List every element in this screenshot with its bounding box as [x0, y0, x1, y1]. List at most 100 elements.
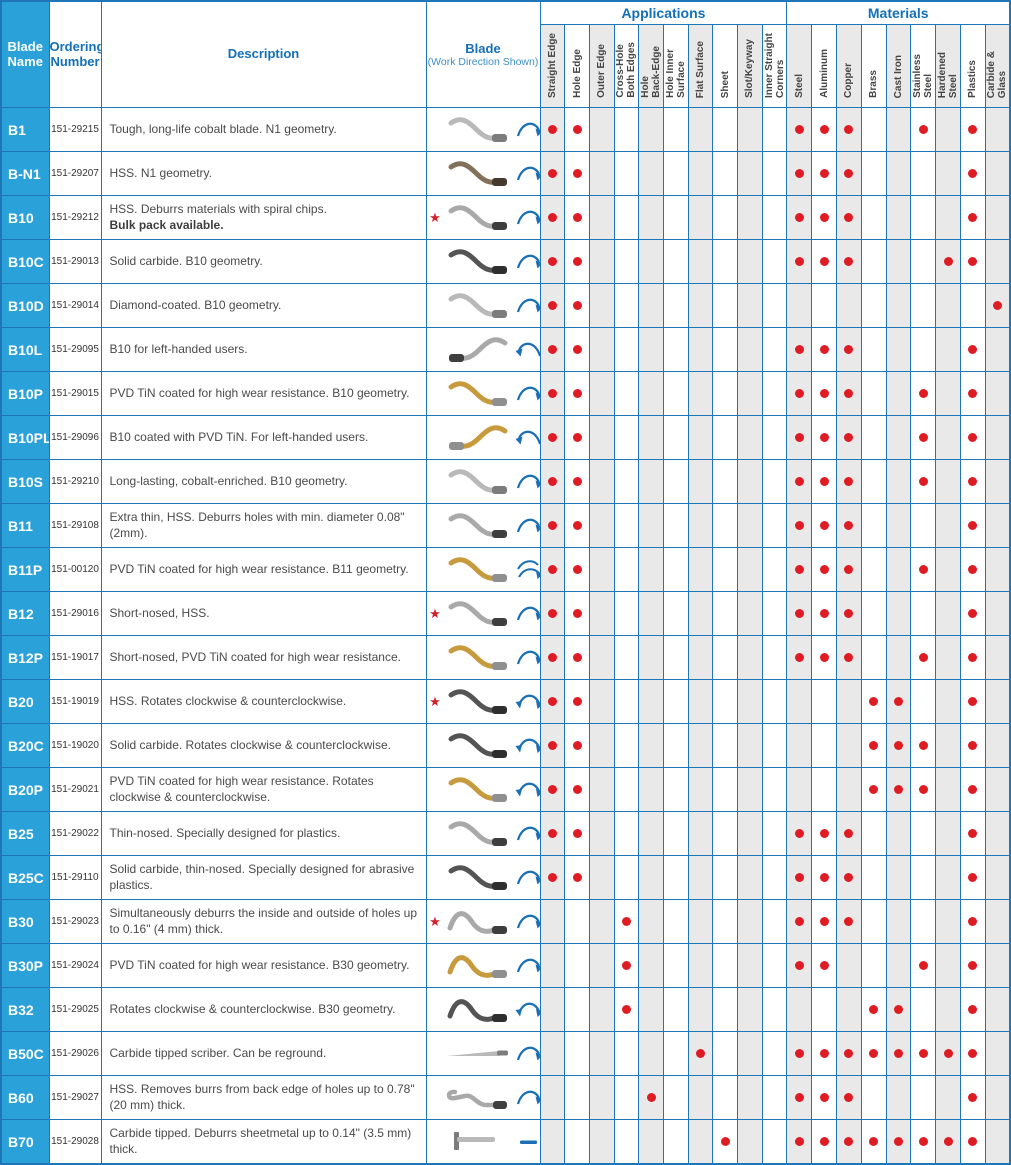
application-cell [539, 371, 566, 416]
application-cell [687, 767, 714, 812]
selection-dot [819, 960, 829, 970]
application-cell [613, 723, 640, 768]
application-cell [761, 723, 788, 768]
blade-photo [448, 512, 507, 538]
ordering-number-cell: 151-29013 [48, 239, 102, 284]
application-cell [761, 415, 788, 460]
application-cell [761, 459, 788, 504]
material-cell [935, 591, 961, 636]
material-cell [885, 855, 912, 900]
material-cell [935, 811, 961, 856]
material-cell [835, 107, 862, 152]
selection-dot [968, 432, 978, 442]
material-cell [910, 151, 937, 196]
table-row: B32 151-29025 Rotates clockwise & counterc… [0, 987, 1011, 1032]
material-cell [860, 679, 887, 724]
selection-dot [918, 476, 928, 486]
col-header-flat-surface: Flat Surface [687, 24, 714, 108]
material-cell [811, 547, 837, 592]
material-cell [959, 327, 986, 372]
selection-dot [547, 828, 557, 838]
blade-photo [448, 820, 507, 846]
ordering-number-cell: 151-29108 [48, 503, 102, 548]
material-cell [860, 547, 887, 592]
vertical-column-label: Brass [868, 70, 880, 98]
application-cell [539, 151, 566, 196]
selection-dot [943, 1048, 953, 1058]
application-cell [761, 371, 788, 416]
selection-dot [621, 1004, 631, 1014]
application-cell [662, 371, 689, 416]
col-header-blade-name: Blade Name [0, 0, 50, 108]
material-cell [984, 415, 1011, 460]
application-cell [638, 283, 664, 328]
material-cell [835, 1075, 862, 1120]
application-cell [613, 679, 640, 724]
material-cell [959, 195, 986, 240]
selection-dot [794, 608, 804, 618]
selection-dot [819, 388, 829, 398]
material-cell [935, 855, 961, 900]
application-cell [613, 1119, 640, 1165]
application-cell [737, 899, 763, 944]
application-cell [761, 283, 788, 328]
col-header-hole-back-edge: Hole Back-Edge [638, 24, 664, 108]
application-cell [564, 1075, 590, 1120]
material-cell [811, 591, 837, 636]
material-cell [860, 107, 887, 152]
description-text: Extra thin, HSS. Deburrs holes with min.… [109, 509, 405, 540]
material-cell [786, 371, 813, 416]
application-cell [588, 899, 615, 944]
description-cell: Diamond-coated. B10 geometry. [100, 283, 427, 328]
material-cell [860, 283, 887, 328]
vertical-column-label: Flat Surface [694, 40, 706, 98]
selection-dot [844, 256, 854, 266]
col-header-hole-inner-surface: Hole Inner Surface [662, 24, 689, 108]
description-text: B10 for left-handed users. [109, 341, 248, 356]
clockwise-arrow-icon [516, 210, 539, 224]
material-cell [835, 283, 862, 328]
application-cell [613, 195, 640, 240]
material-cell [835, 415, 862, 460]
application-cell [662, 1031, 689, 1076]
blade-name-cell: B10L [0, 327, 50, 372]
application-cell [761, 899, 788, 944]
material-cell [885, 899, 912, 944]
material-cell [935, 943, 961, 988]
material-cell [811, 371, 837, 416]
selection-dot [819, 124, 829, 134]
material-cell [786, 1031, 813, 1076]
application-cell [564, 195, 590, 240]
application-cell [712, 547, 738, 592]
application-cell [613, 987, 640, 1032]
application-cell [662, 635, 689, 680]
material-cell [885, 723, 912, 768]
col-header-slot-keyway: Slot/Keyway [737, 24, 763, 108]
material-cell [984, 107, 1011, 152]
selection-dot [547, 740, 557, 750]
application-cell [564, 239, 590, 284]
description-text: Solid carbide, thin-nosed. Specially des… [109, 861, 415, 892]
description-cell: Tough, long-life cobalt blade. N1 geomet… [100, 107, 427, 152]
selection-dot [844, 344, 854, 354]
table-row: B12 151-29016 Short-nosed, HSS. ★ [0, 591, 1011, 636]
blade-image-cell [425, 459, 541, 504]
material-cell [910, 987, 937, 1032]
selection-dot [869, 1136, 879, 1146]
application-cell [564, 371, 590, 416]
application-cell [712, 811, 738, 856]
application-cell [687, 1119, 714, 1165]
application-cell [687, 371, 714, 416]
material-cell [959, 1031, 986, 1076]
selection-dot [572, 740, 582, 750]
blade-name-cell: B1 [0, 107, 50, 152]
description-cell: PVD TiN coated for high wear resistance.… [100, 943, 427, 988]
material-cell [885, 635, 912, 680]
material-cell [860, 503, 887, 548]
description-cell: PVD TiN coated for high wear resistance.… [100, 547, 427, 592]
material-cell [959, 283, 986, 328]
material-cell [811, 987, 837, 1032]
selection-dot [794, 564, 804, 574]
material-cell [935, 547, 961, 592]
application-cell [613, 811, 640, 856]
